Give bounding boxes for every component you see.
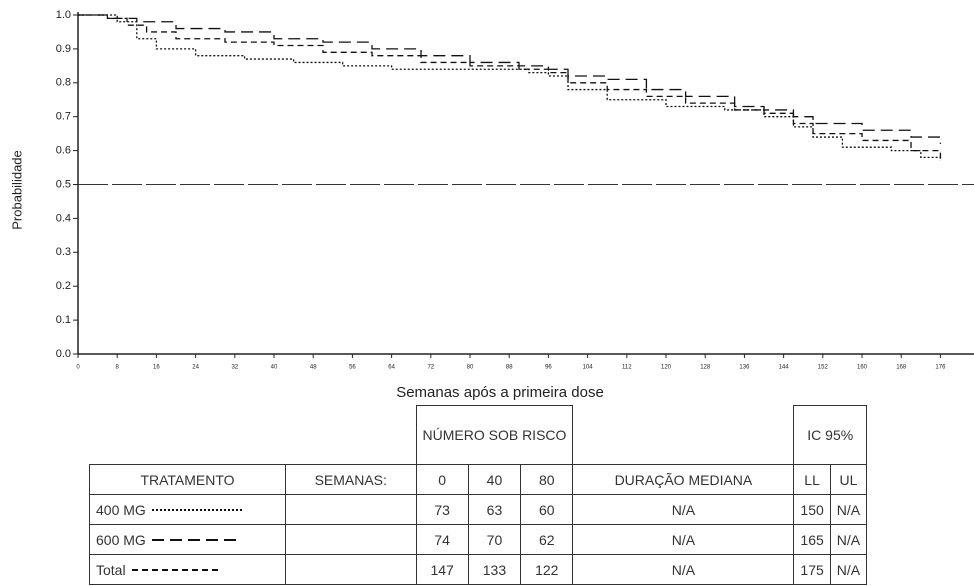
table-header-row: TRATAMENTO SEMANAS: 0 40 80 DURAÇÃO MEDIANA LL…: [89, 464, 868, 495]
table-group-row: NÚMERO SOB RISCO IC 95%: [90, 405, 868, 465]
treatment-name: Total: [96, 561, 126, 578]
weeks-cell: [285, 524, 417, 555]
treatment-name: 400 MG: [96, 501, 146, 518]
x-tick-label: 8: [116, 365, 120, 371]
x-tick-label: 136: [739, 365, 750, 371]
group-header: IC 95%: [793, 405, 868, 465]
x-tick-label: 40: [271, 365, 278, 371]
column-header: 40: [467, 464, 522, 495]
x-axis-label: Semanas após a primeira dose: [396, 384, 604, 401]
at-risk-cell: 73: [415, 494, 469, 525]
x-tick-label: 88: [506, 365, 513, 371]
x-tick-label: 176: [935, 365, 946, 371]
ul-cell: N/A: [829, 554, 868, 585]
y-tick-label: 0.7: [56, 111, 71, 123]
at-risk-cell: 60: [520, 494, 574, 525]
risk-table-body: NÚMERO SOB RISCO IC 95% TRATAMENTO SEMANA…: [89, 405, 868, 585]
y-tick-label: 0.9: [56, 43, 71, 55]
column-header: DURAÇÃO MEDIANA: [572, 464, 795, 495]
survival-curve: [78, 14, 942, 144]
y-tick-label: 0.3: [56, 246, 71, 258]
x-tick-label: 128: [700, 365, 711, 371]
x-tick-label: 168: [896, 365, 907, 371]
y-tick-label: 0.0: [56, 348, 71, 360]
column-header: LL: [793, 464, 831, 495]
x-tick-label: 152: [818, 365, 829, 371]
x-tick-label: 32: [231, 365, 238, 371]
y-tick-label: 0.6: [56, 145, 71, 157]
column-header: 80: [520, 464, 574, 495]
ll-cell: 150: [793, 494, 831, 525]
column-header: TRATAMENTO: [89, 464, 286, 495]
treatment-cell: Total: [89, 554, 286, 585]
x-tick-label: 0: [76, 365, 80, 371]
x-tick-label: 160: [857, 365, 868, 371]
median-cell: N/A: [572, 554, 795, 585]
y-tick-label: 0.1: [56, 314, 71, 326]
y-axis-label: Probabilidade: [9, 150, 24, 230]
weeks-cell: [285, 494, 417, 525]
x-tick-label: 80: [467, 365, 474, 371]
column-header: SEMANAS:: [285, 464, 417, 495]
y-tick-label: 0.2: [56, 280, 71, 292]
chart: Probabilidade Semanas após a primeira do…: [9, 9, 974, 401]
at-risk-cell: 63: [467, 494, 522, 525]
legend-swatch: [151, 538, 242, 541]
at-risk-cell: 62: [520, 524, 574, 555]
risk-table: NÚMERO SOB RISCO IC 95% TRATAMENTO SEMANA…: [89, 405, 868, 585]
x-tick-label: 144: [779, 365, 790, 371]
group-header: NÚMERO SOB RISCO: [415, 405, 574, 465]
ul-cell: N/A: [829, 494, 868, 525]
table-row: 400 MG 73 63 60 N/A 150 N/A: [89, 494, 868, 525]
x-tick-label: 112: [622, 365, 632, 371]
median-cell: N/A: [572, 494, 795, 525]
x-tick-label: 56: [349, 365, 356, 371]
at-risk-cell: 147: [415, 554, 469, 585]
survival-curve: [78, 14, 942, 161]
column-header: 0: [415, 464, 469, 495]
column-header: UL: [829, 464, 868, 495]
ll-cell: 165: [793, 524, 831, 555]
x-tick-label: 16: [153, 365, 160, 371]
table-row: 600 MG 74 70 62 N/A 165 N/A: [89, 524, 868, 555]
at-risk-cell: 133: [467, 554, 522, 585]
treatment-cell: 600 MG: [89, 524, 286, 555]
legend-swatch: [151, 508, 242, 511]
at-risk-cell: 70: [467, 524, 522, 555]
at-risk-cell: 74: [415, 524, 469, 555]
x-tick-label: 48: [310, 365, 317, 371]
y-tick-label: 1.0: [56, 9, 71, 21]
legend-swatch: [131, 568, 222, 571]
table-row: Total 147 133 122 N/A 175 N/A: [89, 554, 868, 585]
x-tick-label: 120: [661, 365, 672, 371]
y-tick-label: 0.4: [56, 212, 71, 224]
x-tick-label: 72: [427, 365, 434, 371]
ul-cell: N/A: [829, 524, 868, 555]
x-tick-label: 24: [192, 365, 199, 371]
at-risk-cell: 122: [520, 554, 574, 585]
x-tick-label: 96: [545, 365, 552, 371]
x-tick-label: 64: [388, 365, 395, 371]
ll-cell: 175: [793, 554, 831, 585]
survival-curve: [78, 14, 942, 161]
median-cell: N/A: [572, 524, 795, 555]
y-tick-label: 0.8: [56, 77, 71, 89]
treatment-name: 600 MG: [96, 531, 146, 548]
treatment-cell: 400 MG: [89, 494, 286, 525]
x-tick-label: 104: [583, 365, 594, 371]
y-tick-label: 0.5: [56, 178, 71, 190]
weeks-cell: [285, 554, 417, 585]
